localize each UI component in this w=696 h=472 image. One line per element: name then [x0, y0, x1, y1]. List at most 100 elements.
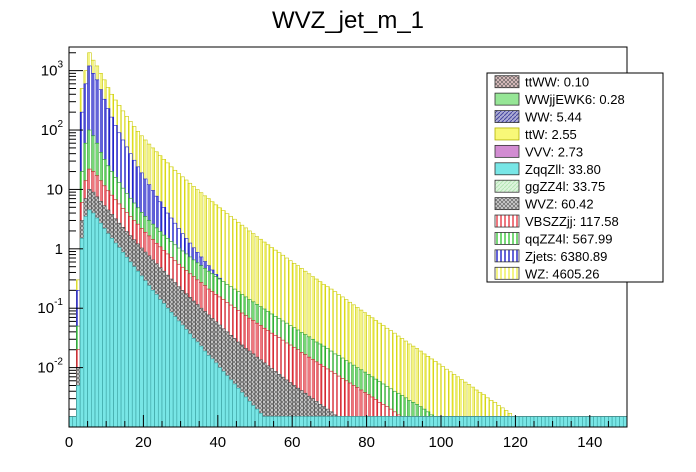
legend-entry: WW: 5.44	[525, 110, 582, 125]
bar	[243, 396, 248, 428]
x-tick-label: 20	[135, 434, 152, 451]
bar	[619, 416, 624, 428]
bar	[154, 294, 159, 428]
bar	[500, 416, 505, 428]
bar	[113, 242, 118, 428]
bar	[451, 416, 457, 428]
bar	[492, 416, 498, 428]
bar	[448, 416, 453, 428]
bar	[567, 416, 572, 428]
bar	[396, 416, 401, 428]
bar	[98, 222, 103, 428]
legend-entry: WVZ: 60.42	[525, 197, 594, 212]
bar	[377, 416, 382, 428]
bar	[347, 416, 353, 428]
bar	[541, 416, 546, 428]
bar	[265, 416, 271, 428]
bar	[262, 416, 267, 428]
legend-entry: VBSZZjj: 117.58	[525, 214, 619, 229]
bar	[515, 416, 520, 428]
bar	[221, 371, 226, 428]
legend-entry: Zjets: 6380.89	[525, 249, 607, 264]
bar	[466, 416, 472, 428]
bar	[165, 307, 170, 428]
bar	[518, 416, 524, 428]
bar	[284, 416, 289, 428]
bar	[76, 385, 81, 428]
bar	[332, 416, 338, 428]
bar	[169, 312, 174, 428]
bar	[529, 416, 535, 428]
bar	[79, 238, 85, 428]
bar	[105, 233, 111, 428]
bar	[317, 416, 323, 428]
y-axis: 10-2 10-1 1 10 102 103	[37, 52, 83, 428]
bar	[310, 416, 315, 428]
bar	[217, 367, 222, 428]
y-tick-label: 10	[46, 181, 63, 198]
legend-entry: WWjjEWK6: 0.28	[525, 92, 625, 107]
bar	[399, 416, 405, 428]
legend-swatch	[494, 249, 520, 263]
bar	[299, 416, 304, 428]
bar	[463, 416, 468, 428]
bar	[429, 416, 434, 428]
bar	[336, 416, 341, 428]
bar	[414, 416, 419, 428]
bar	[537, 416, 542, 428]
bar	[477, 416, 483, 428]
y-tick-label: 1	[55, 241, 63, 258]
x-tick-label: 140	[577, 434, 602, 451]
bar	[522, 416, 527, 428]
bar	[139, 275, 144, 428]
bar	[258, 413, 263, 428]
bar	[343, 416, 349, 428]
bar	[340, 416, 345, 428]
x-tick-label: 40	[209, 434, 226, 451]
bar	[91, 212, 96, 428]
bar	[433, 416, 438, 428]
legend: ttWW: 0.10 WWjjEWK6: 0.28 WW: 5.44 ttW: 2.5…	[486, 72, 664, 283]
bar	[578, 416, 583, 428]
bar	[280, 416, 286, 428]
bar	[496, 416, 501, 428]
bar	[582, 416, 587, 428]
bar	[622, 416, 628, 428]
legend-swatch	[494, 266, 520, 280]
legend-swatch	[494, 110, 520, 123]
bar	[131, 266, 137, 428]
legend-swatch	[494, 127, 520, 141]
bar	[254, 408, 260, 428]
bar	[381, 416, 386, 428]
legend-entry: ZqqZll: 33.80	[525, 162, 601, 177]
legend-box	[486, 72, 664, 283]
bar	[544, 416, 550, 428]
bar	[210, 358, 215, 428]
bar	[191, 338, 196, 428]
x-tick-label: 60	[284, 434, 301, 451]
bar	[563, 416, 568, 428]
bar	[109, 238, 114, 428]
bar	[83, 216, 88, 428]
x-axis: 0 20 40 60 80 100 120 140	[65, 415, 628, 451]
legend-entry: ggZZ4l: 33.75	[525, 179, 605, 194]
bar	[314, 416, 319, 428]
bar	[548, 416, 553, 428]
bar	[585, 416, 591, 428]
bar	[135, 270, 140, 428]
bar	[102, 228, 107, 428]
bar	[481, 416, 486, 428]
bar	[355, 416, 360, 428]
bar	[596, 416, 602, 428]
bar	[604, 416, 609, 428]
bar	[87, 209, 92, 428]
bar	[277, 416, 282, 428]
bar	[388, 416, 393, 428]
bar	[187, 333, 193, 428]
bar	[273, 416, 278, 428]
bar	[392, 416, 397, 428]
legend-swatch	[494, 162, 520, 176]
bar	[128, 261, 133, 428]
y-tick-label: 10-1	[37, 297, 63, 317]
legend-swatch	[494, 75, 520, 89]
